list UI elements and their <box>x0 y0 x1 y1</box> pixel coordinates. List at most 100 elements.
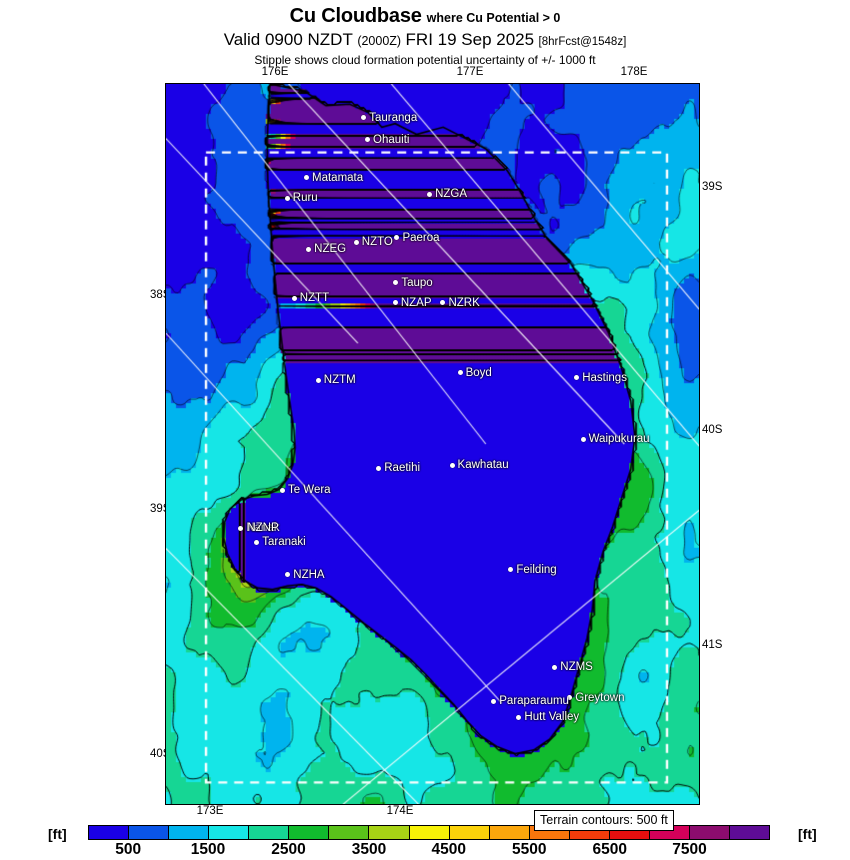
axis-lon-176E: 176E <box>261 66 289 78</box>
map-place-marker[interactable]: Ruru <box>284 192 318 204</box>
map-place-marker[interactable]: Waipukurau <box>580 433 650 446</box>
map-place-marker[interactable]: Taupo <box>393 276 433 289</box>
map-place-marker[interactable]: NZAP <box>392 296 432 309</box>
map-place-marker[interactable]: Tauranga <box>361 112 417 124</box>
station-dot-icon <box>440 300 446 306</box>
colorbar-segment-16 <box>730 826 770 839</box>
map-place-marker[interactable]: Kawhatau <box>449 459 509 471</box>
map-place-marker[interactable]: Boyd <box>457 367 492 379</box>
station-dot-icon <box>394 235 400 241</box>
map-place-label: Raetihi <box>384 462 421 475</box>
colorbar-unit-left: [ft] <box>48 826 67 842</box>
map-place-marker[interactable]: Ohauiti <box>365 134 409 146</box>
map-place-marker[interactable]: NZEG <box>306 243 346 255</box>
map-place-label: Paraparaumu <box>499 695 569 708</box>
map-place-label: NZEG <box>314 243 347 256</box>
page-title: Cu Cloudbase <box>289 5 422 27</box>
map-place-label: NZTT <box>299 292 330 305</box>
axis-lon-174E: 174E <box>386 805 414 817</box>
map-place-marker[interactable]: Hutt Valley <box>516 711 579 723</box>
axis-lat-right-39S: 39S <box>702 181 723 193</box>
map-place-marker[interactable]: NZTT <box>291 292 330 305</box>
valid-time: Valid 0900 NZDT <box>223 30 353 49</box>
station-dot-icon <box>516 714 522 720</box>
station-dot-icon <box>353 239 359 245</box>
title-line-2: Valid 0900 NZDT (2000Z) FRI 19 Sep 2025 … <box>0 31 850 49</box>
axis-lat-right-40S: 40S <box>702 424 723 436</box>
colorbar-segment-4 <box>249 826 290 839</box>
axis-lon-177E: 177E <box>456 66 484 78</box>
station-dot-icon <box>449 462 455 468</box>
map-place-label: Ohauiti <box>373 133 410 146</box>
colorbar-tick-4500: 4500 <box>431 841 467 858</box>
station-dot-icon <box>284 195 290 201</box>
map-place-label: NZTO <box>361 236 393 249</box>
map-place-marker[interactable]: NZTO <box>353 236 393 249</box>
station-dot-icon <box>392 300 398 306</box>
map-place-label: Nanak <box>246 522 280 535</box>
colorbar-segment-7 <box>369 826 410 839</box>
map-place-marker[interactable]: Feilding <box>508 563 557 576</box>
map-place-label: NZTM <box>323 374 356 387</box>
colorbar-segment-2 <box>169 826 210 839</box>
station-dot-icon <box>291 295 297 301</box>
map-place-label: Tauranga <box>369 111 418 124</box>
colorbar-tick-3500: 3500 <box>351 841 387 858</box>
map-place-marker[interactable]: Nanak <box>238 522 279 534</box>
map-place-marker[interactable]: Matamata <box>304 172 363 184</box>
map-place-label: NZRK <box>448 296 480 309</box>
map-place-marker[interactable]: Taranaki <box>254 536 306 549</box>
colorbar-segment-1 <box>129 826 170 839</box>
title-condition: where Cu Potential > 0 <box>426 11 561 25</box>
station-dot-icon <box>254 539 260 545</box>
map-place-marker[interactable]: Raetihi <box>376 462 420 474</box>
colorbar-tick-500: 500 <box>115 841 142 858</box>
colorbar: [ft] 500 1500 2500 3500 4500 5500 6500 7500 [ft… <box>0 824 850 860</box>
station-dot-icon <box>574 375 580 381</box>
map-place-label: NZGA <box>435 188 468 201</box>
map-place-label: Hastings <box>582 371 627 384</box>
station-dot-icon <box>580 436 586 442</box>
map-place-marker[interactable]: Greytown <box>567 692 624 704</box>
forecast-issue: [8hrFcst@1548z] <box>538 36 627 48</box>
map-place-label: Matamata <box>312 171 364 184</box>
map-place-label: NZAP <box>400 296 432 309</box>
map-place-marker[interactable]: NZHA <box>285 569 325 581</box>
colorbar-tick-labels: 500 1500 2500 3500 4500 5500 6500 7500 <box>88 841 770 859</box>
title-block: Cu Cloudbase where Cu Potential > 0 Valid… <box>0 0 850 66</box>
station-dot-icon <box>376 465 382 471</box>
station-dot-icon <box>508 567 514 573</box>
map-place-label: Feilding <box>516 563 557 576</box>
map-place-label: Taranaki <box>262 536 306 549</box>
station-dot-icon <box>393 280 399 286</box>
map-place-marker[interactable]: Hastings <box>574 372 627 384</box>
map-place-marker[interactable]: Paraparaumu <box>491 695 569 707</box>
station-dot-icon <box>491 698 497 704</box>
map-place-label: Waipukurau <box>588 433 650 446</box>
map-place-marker[interactable]: NZNP <box>247 522 278 534</box>
station-dot-icon <box>306 246 312 252</box>
station-dot-icon <box>457 370 463 376</box>
subtitle: Stipple shows cloud formation potential … <box>254 53 596 67</box>
map-place-marker[interactable]: NZMS <box>552 661 593 673</box>
weather-map[interactable]: Tauranga Ohauiti Matamata Ruru Paeroa NZGA NZT… <box>165 83 700 805</box>
map-place-label: NZMS <box>560 661 593 674</box>
map-place-marker[interactable]: NZRK <box>440 296 480 309</box>
colorbar-segment-5 <box>289 826 330 839</box>
title-line-1: Cu Cloudbase where Cu Potential > 0 <box>0 6 850 26</box>
map-place-marker[interactable]: NZTM <box>315 374 356 387</box>
valid-date: FRI 19 Sep 2025 <box>405 30 535 49</box>
colorbar-segment-6 <box>329 826 370 839</box>
station-dot-icon <box>552 664 558 670</box>
map-place-marker[interactable]: NZGA <box>427 188 467 200</box>
colorbar-tick-7500: 7500 <box>672 841 707 858</box>
map-place-marker[interactable]: Te Wera <box>279 484 331 496</box>
map-raster-canvas <box>166 84 699 804</box>
station-dot-icon <box>361 115 367 121</box>
colorbar-tick-5500: 5500 <box>512 841 547 858</box>
map-place-label: Taupo <box>401 276 433 289</box>
axis-lon-173E: 173E <box>196 805 224 817</box>
colorbar-segment-8 <box>409 826 450 839</box>
map-place-marker[interactable]: Paeroa <box>394 232 440 244</box>
station-dot-icon <box>304 175 310 181</box>
